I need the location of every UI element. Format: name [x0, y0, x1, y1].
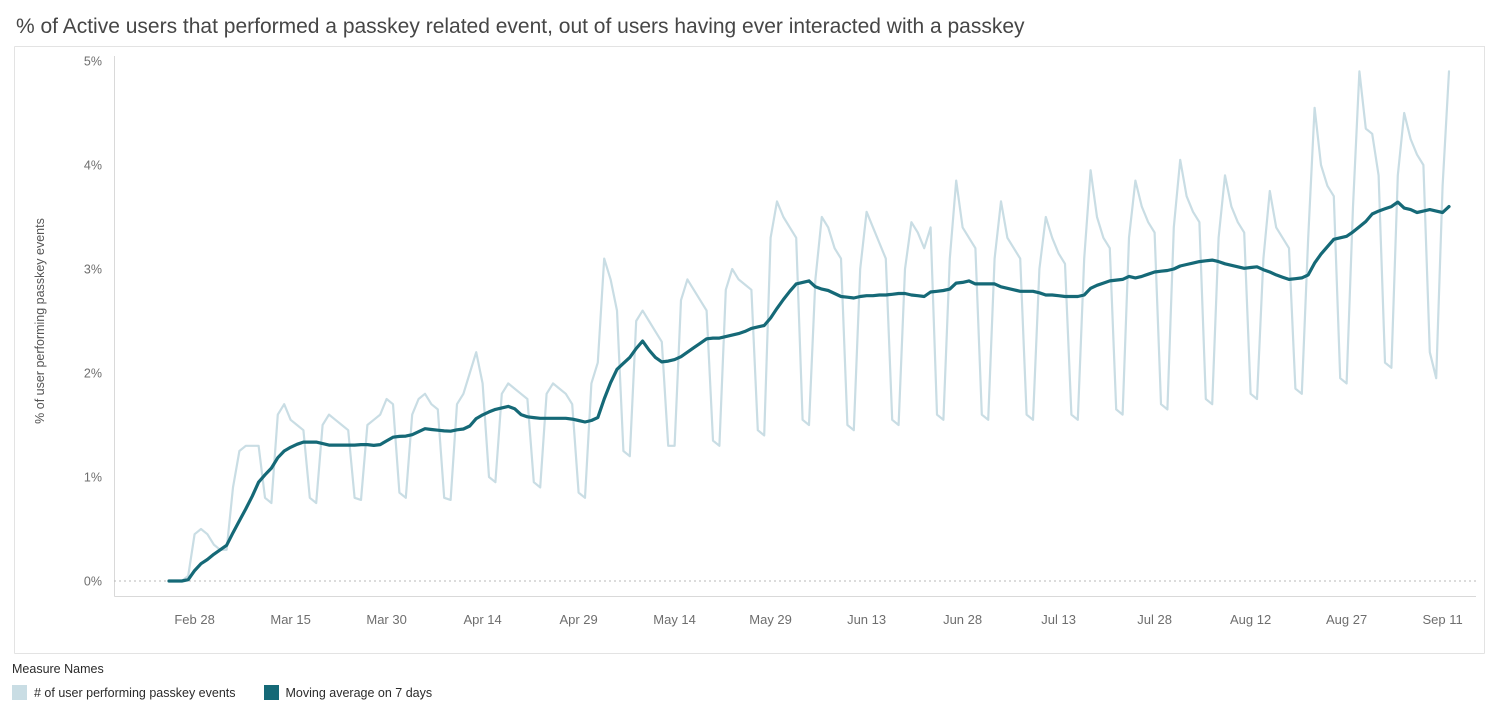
y-tick-label: 4% [84, 159, 102, 173]
legend-item-moving-average[interactable]: Moving average on 7 days [263, 685, 433, 700]
y-tick-label: 0% [84, 575, 102, 589]
x-tick-label: May 29 [749, 612, 792, 627]
legend-title: Measure Names [12, 662, 104, 676]
legend-items: # of user performing passkey events Movi… [12, 685, 1500, 700]
legend-label-daily: # of user performing passkey events [34, 685, 236, 700]
plot-dynamic: 0% 1% 2% 3% 4% 5% Feb 28 Mar 15 Mar 30 Apr 14 Apr … [84, 55, 1476, 627]
y-tick-label: 2% [84, 367, 102, 381]
x-tick-label: Apr 29 [559, 612, 597, 627]
x-tick-label: Aug 12 [1230, 612, 1271, 627]
legend-swatch-daily [12, 685, 27, 700]
x-tick-label: Mar 30 [366, 612, 406, 627]
x-tick-label: Jul 13 [1041, 612, 1076, 627]
y-tick-label: 3% [84, 263, 102, 277]
legend-swatch-moving-average [263, 685, 279, 700]
plot-svg: % of user performing passkey events 0% 1%… [14, 46, 1485, 654]
x-tick-label: Feb 28 [174, 612, 214, 627]
y-tick-label: 5% [84, 55, 102, 69]
moving-average-line[interactable] [167, 200, 1451, 583]
y-tick-label: 1% [84, 471, 102, 485]
legend: Measure Names # of user performing passk… [0, 658, 1500, 700]
x-tick-label: Jun 28 [943, 612, 982, 627]
legend-label-moving-average: Moving average on 7 days [285, 685, 433, 700]
x-tick-label: Aug 27 [1326, 612, 1367, 627]
chart-title: % of Active users that performed a passk… [16, 15, 1025, 38]
y-axis-title: % of user performing passkey events [33, 218, 47, 424]
x-tick-label: Apr 14 [463, 612, 501, 627]
x-tick-label: Jul 28 [1137, 612, 1172, 627]
daily-series-line[interactable] [167, 70, 1451, 583]
chart-area: % of user performing passkey events 0% 1%… [14, 46, 1486, 658]
x-tick-label: Sep 11 [1422, 612, 1462, 627]
x-tick-label: Mar 15 [270, 612, 310, 627]
legend-item-daily-series[interactable]: # of user performing passkey events [12, 685, 236, 700]
x-tick-label: Jun 13 [847, 612, 886, 627]
x-tick-label: May 14 [653, 612, 696, 627]
